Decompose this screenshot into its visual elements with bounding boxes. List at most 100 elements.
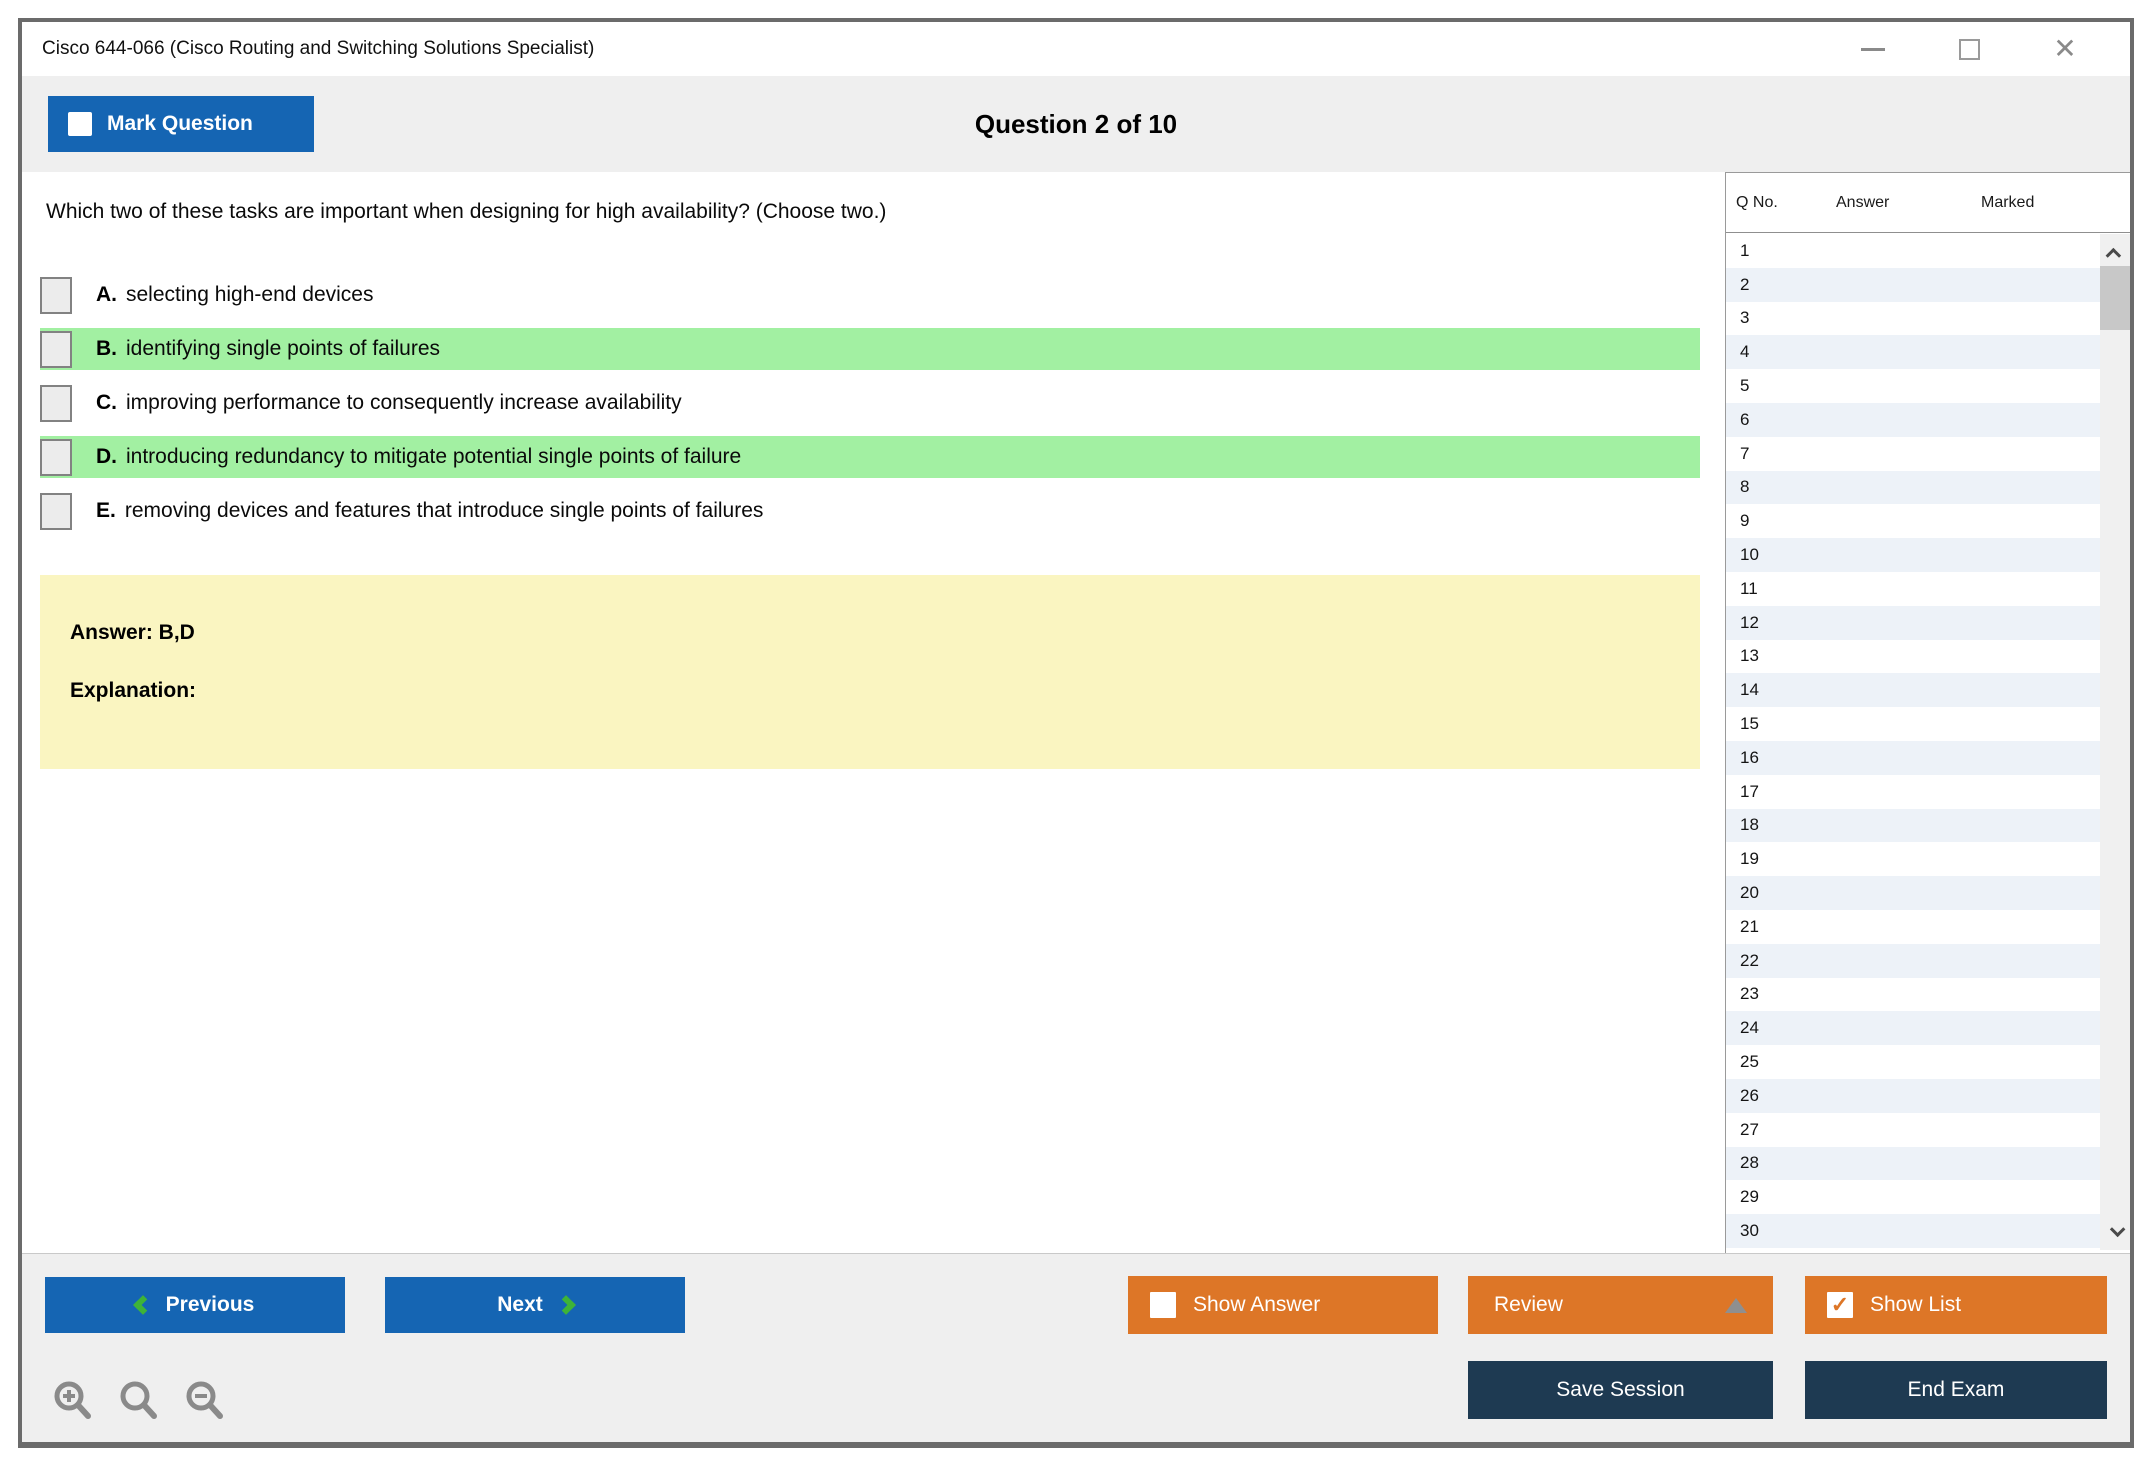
close-icon[interactable]: ✕	[2053, 33, 2077, 64]
question-list-row[interactable]: 20	[1726, 876, 2100, 910]
mark-question-button[interactable]: Mark Question	[48, 96, 314, 152]
question-list-row[interactable]: 14	[1726, 673, 2100, 708]
answer-option[interactable]: C. improving performance to consequently…	[40, 382, 1700, 424]
option-letter: D.	[96, 445, 117, 468]
question-list-row[interactable]: 25	[1726, 1045, 2100, 1079]
question-list-row[interactable]: 11	[1726, 571, 2100, 606]
question-list-row[interactable]: 16	[1726, 740, 2100, 775]
option-checkbox[interactable]	[40, 438, 72, 476]
question-list-row[interactable]: 22	[1726, 943, 2100, 978]
question-number: 1	[1740, 240, 1750, 260]
question-list-row[interactable]: 8	[1726, 470, 2100, 505]
option-letter: A.	[96, 283, 117, 306]
question-number: 23	[1740, 984, 1759, 1004]
question-list-row[interactable]: 6	[1726, 402, 2100, 437]
review-button[interactable]: Review	[1468, 1276, 1773, 1334]
show-answer-checkbox[interactable]	[1150, 1292, 1176, 1318]
review-label: Review	[1494, 1293, 1563, 1316]
question-number: 17	[1740, 781, 1759, 801]
question-list-row[interactable]: 15	[1726, 707, 2100, 741]
option-text: improving performance to consequently in…	[126, 391, 682, 414]
option-letter: C.	[96, 391, 117, 414]
question-list-row[interactable]: 18	[1726, 808, 2100, 843]
column-answer: Answer	[1836, 193, 1890, 211]
question-number: 3	[1740, 308, 1750, 328]
answer-option[interactable]: D. introducing redundancy to mitigate po…	[40, 436, 1700, 478]
question-number: 14	[1740, 680, 1759, 700]
option-text: identifying single points of failures	[126, 337, 441, 360]
question-number: 9	[1740, 511, 1750, 531]
save-session-button[interactable]: Save Session	[1468, 1361, 1773, 1419]
zoom-in-icon[interactable]	[50, 1378, 96, 1424]
zoom-icon[interactable]	[116, 1378, 162, 1424]
question-list-row[interactable]: 3	[1726, 301, 2100, 336]
question-number: 26	[1740, 1085, 1759, 1105]
chevron-left-icon	[132, 1295, 153, 1315]
question-list-row[interactable]: 17	[1726, 774, 2100, 809]
question-list-row[interactable]: 10	[1726, 538, 2100, 572]
question-list-row[interactable]: 9	[1726, 504, 2100, 539]
question-list-header: Q No. Answer Marked	[1726, 173, 2130, 233]
scrollbar-thumb[interactable]	[2100, 266, 2130, 330]
option-text: selecting high-end devices	[126, 283, 374, 306]
question-number: 20	[1740, 883, 1759, 903]
zoom-controls	[50, 1378, 228, 1424]
answer-label: Answer: B,D	[70, 621, 195, 644]
question-list-row[interactable]: 28	[1726, 1146, 2100, 1181]
question-list-row[interactable]: 13	[1726, 639, 2100, 674]
sidebar-scrollbar[interactable]	[2100, 234, 2130, 1250]
option-letter: B.	[96, 337, 117, 360]
question-list-row[interactable]: 12	[1726, 605, 2100, 640]
show-list-button[interactable]: ✓ Show List	[1805, 1276, 2107, 1334]
minimize-icon[interactable]	[1856, 32, 1890, 66]
question-number: 15	[1740, 714, 1759, 734]
option-checkbox[interactable]	[40, 330, 72, 368]
previous-button[interactable]: Previous	[45, 1277, 345, 1333]
scroll-down-icon[interactable]	[2100, 1212, 2130, 1250]
question-number: 11	[1740, 578, 1758, 598]
answer-option[interactable]: A. selecting high-end devices	[40, 274, 1700, 316]
question-list-row[interactable]: 30	[1726, 1214, 2100, 1248]
question-number: 10	[1740, 545, 1759, 565]
question-number: 24	[1740, 1018, 1759, 1038]
show-answer-button[interactable]: Show Answer	[1128, 1276, 1438, 1334]
question-list-row[interactable]: 1	[1726, 234, 2100, 268]
mark-question-checkbox[interactable]	[68, 112, 92, 136]
option-checkbox[interactable]	[40, 276, 72, 314]
option-text: removing devices and features that intro…	[124, 499, 764, 522]
show-list-label: Show List	[1870, 1293, 1962, 1316]
answer-option[interactable]: E. removing devices and features that in…	[40, 490, 1700, 532]
maximize-icon[interactable]	[1952, 32, 1986, 66]
mark-question-label: Mark Question	[107, 112, 253, 135]
end-exam-button[interactable]: End Exam	[1805, 1361, 2107, 1419]
question-number: 4	[1740, 342, 1750, 362]
question-list-row[interactable]: 26	[1726, 1078, 2100, 1113]
save-session-label: Save Session	[1556, 1378, 1685, 1401]
show-list-checkbox[interactable]: ✓	[1827, 1292, 1853, 1318]
question-list-row[interactable]: 2	[1726, 267, 2100, 302]
question-list-row[interactable]: 24	[1726, 1011, 2100, 1046]
explanation-label: Explanation:	[70, 679, 197, 702]
question-number: 6	[1740, 409, 1750, 429]
question-number: 7	[1740, 443, 1750, 463]
answer-option[interactable]: B. identifying single points of failures	[40, 328, 1700, 370]
answer-box: Answer: B,D Explanation:	[40, 575, 1700, 769]
chevron-right-icon	[555, 1295, 576, 1315]
question-list-row[interactable]: 4	[1726, 335, 2100, 370]
question-list-row[interactable]: 23	[1726, 977, 2100, 1012]
question-number: 2	[1740, 274, 1750, 294]
question-list-row[interactable]: 19	[1726, 842, 2100, 877]
option-checkbox[interactable]	[40, 384, 72, 422]
question-panel: Which two of these tasks are important w…	[22, 172, 1725, 1253]
question-list-row[interactable]: 21	[1726, 909, 2100, 944]
option-checkbox[interactable]	[40, 492, 72, 530]
question-list-row[interactable]: 29	[1726, 1180, 2100, 1215]
next-button[interactable]: Next	[385, 1277, 685, 1333]
question-number: 28	[1740, 1153, 1759, 1173]
zoom-out-icon[interactable]	[182, 1378, 228, 1424]
end-exam-label: End Exam	[1907, 1378, 2005, 1401]
question-list-row[interactable]: 7	[1726, 436, 2100, 471]
question-list-row[interactable]: 5	[1726, 369, 2100, 403]
next-label: Next	[497, 1293, 543, 1316]
question-list-row[interactable]: 27	[1726, 1112, 2100, 1147]
